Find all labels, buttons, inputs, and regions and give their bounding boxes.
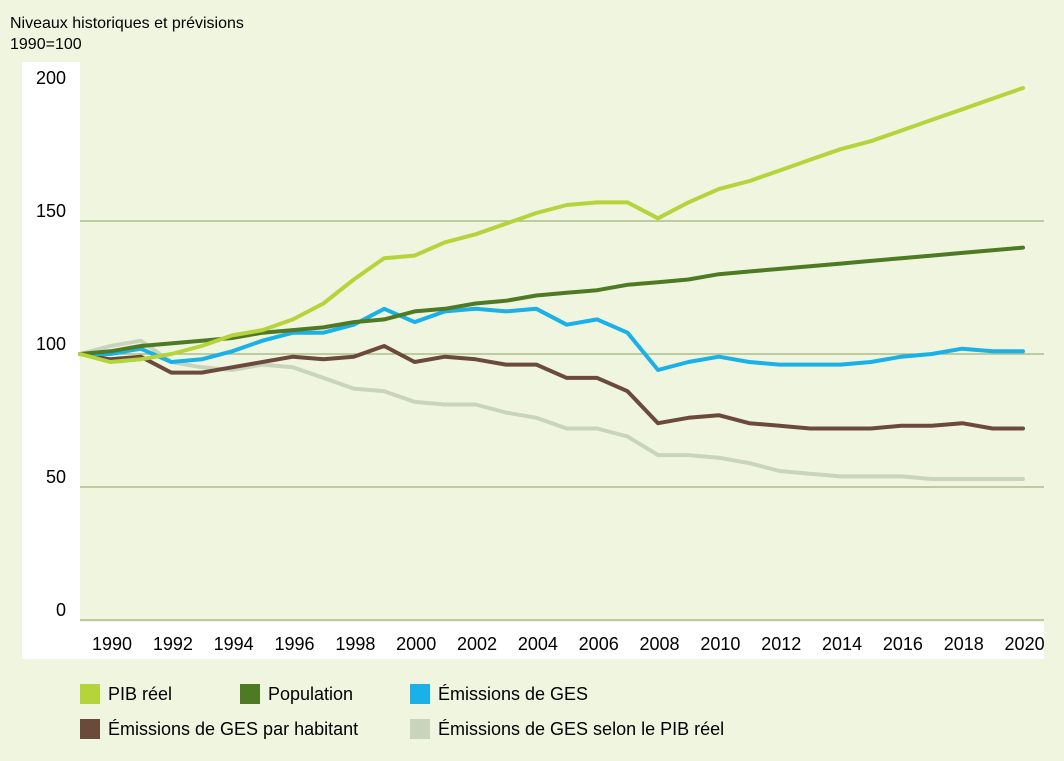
legend-swatch: [410, 719, 430, 739]
legend-swatch: [240, 684, 260, 704]
x-tick-label: 2000: [396, 634, 436, 654]
y-tick-label: 0: [56, 600, 66, 620]
x-tick-label: 1990: [92, 634, 132, 654]
x-tick-label: 2014: [822, 634, 862, 654]
series-line--missions-de-ges-par-habitant: [78, 344, 1025, 431]
legend: PIB réel Population Émissions de GES Émissi…: [80, 684, 724, 739]
x-tick-label: 1996: [274, 634, 314, 654]
x-tick-label: 2002: [457, 634, 497, 654]
x-tick-label: 1998: [335, 634, 375, 654]
series-line--missions-de-ges: [78, 306, 1025, 372]
legend-swatch: [410, 684, 430, 704]
x-tick-label: 2016: [883, 634, 923, 654]
legend-label: Émissions de GES par habitant: [108, 719, 358, 739]
x-tick-label: 2012: [761, 634, 801, 654]
legend-swatch: [80, 684, 100, 704]
y-tick-label: 200: [36, 68, 66, 88]
series-line-population: [78, 245, 1025, 356]
series-line-pib-r-el: [78, 86, 1025, 364]
legend-label: Population: [268, 684, 353, 704]
legend-label: PIB réel: [108, 684, 172, 704]
x-tick-label: 2020: [1005, 634, 1045, 654]
gridlines: [80, 220, 1044, 621]
legend-label: Émissions de GES: [438, 684, 588, 704]
y-tick-label: 150: [36, 201, 66, 221]
legend-swatch: [80, 719, 100, 739]
x-tick-label: 2004: [518, 634, 558, 654]
y-axis-title-line2: 1990=100: [10, 36, 82, 53]
x-tick-label: 2010: [700, 634, 740, 654]
x-tick-label: 2008: [640, 634, 680, 654]
x-label-panel: [80, 622, 1044, 659]
series-line--missions-de-ges-selon-le-pib-r-el: [78, 338, 1025, 481]
x-tick-label: 1992: [153, 634, 193, 654]
y-axis-title-line1: Niveaux historiques et prévisions: [10, 15, 244, 32]
y-tick-label: 50: [46, 467, 66, 487]
x-axis-ticks: 1990 1992 1994 1996 1998 2000 2002 2004 2006 2008…: [92, 634, 1045, 654]
plot-lines: [78, 86, 1025, 481]
x-tick-label: 2018: [944, 634, 984, 654]
y-tick-label: 100: [36, 334, 66, 354]
x-tick-label: 2006: [579, 634, 619, 654]
y-axis-ticks: 0 50 100 150 200: [36, 68, 66, 620]
legend-label: Émissions de GES selon le PIB réel: [438, 719, 724, 739]
y-label-panel: [22, 62, 80, 659]
x-tick-label: 1994: [214, 634, 254, 654]
